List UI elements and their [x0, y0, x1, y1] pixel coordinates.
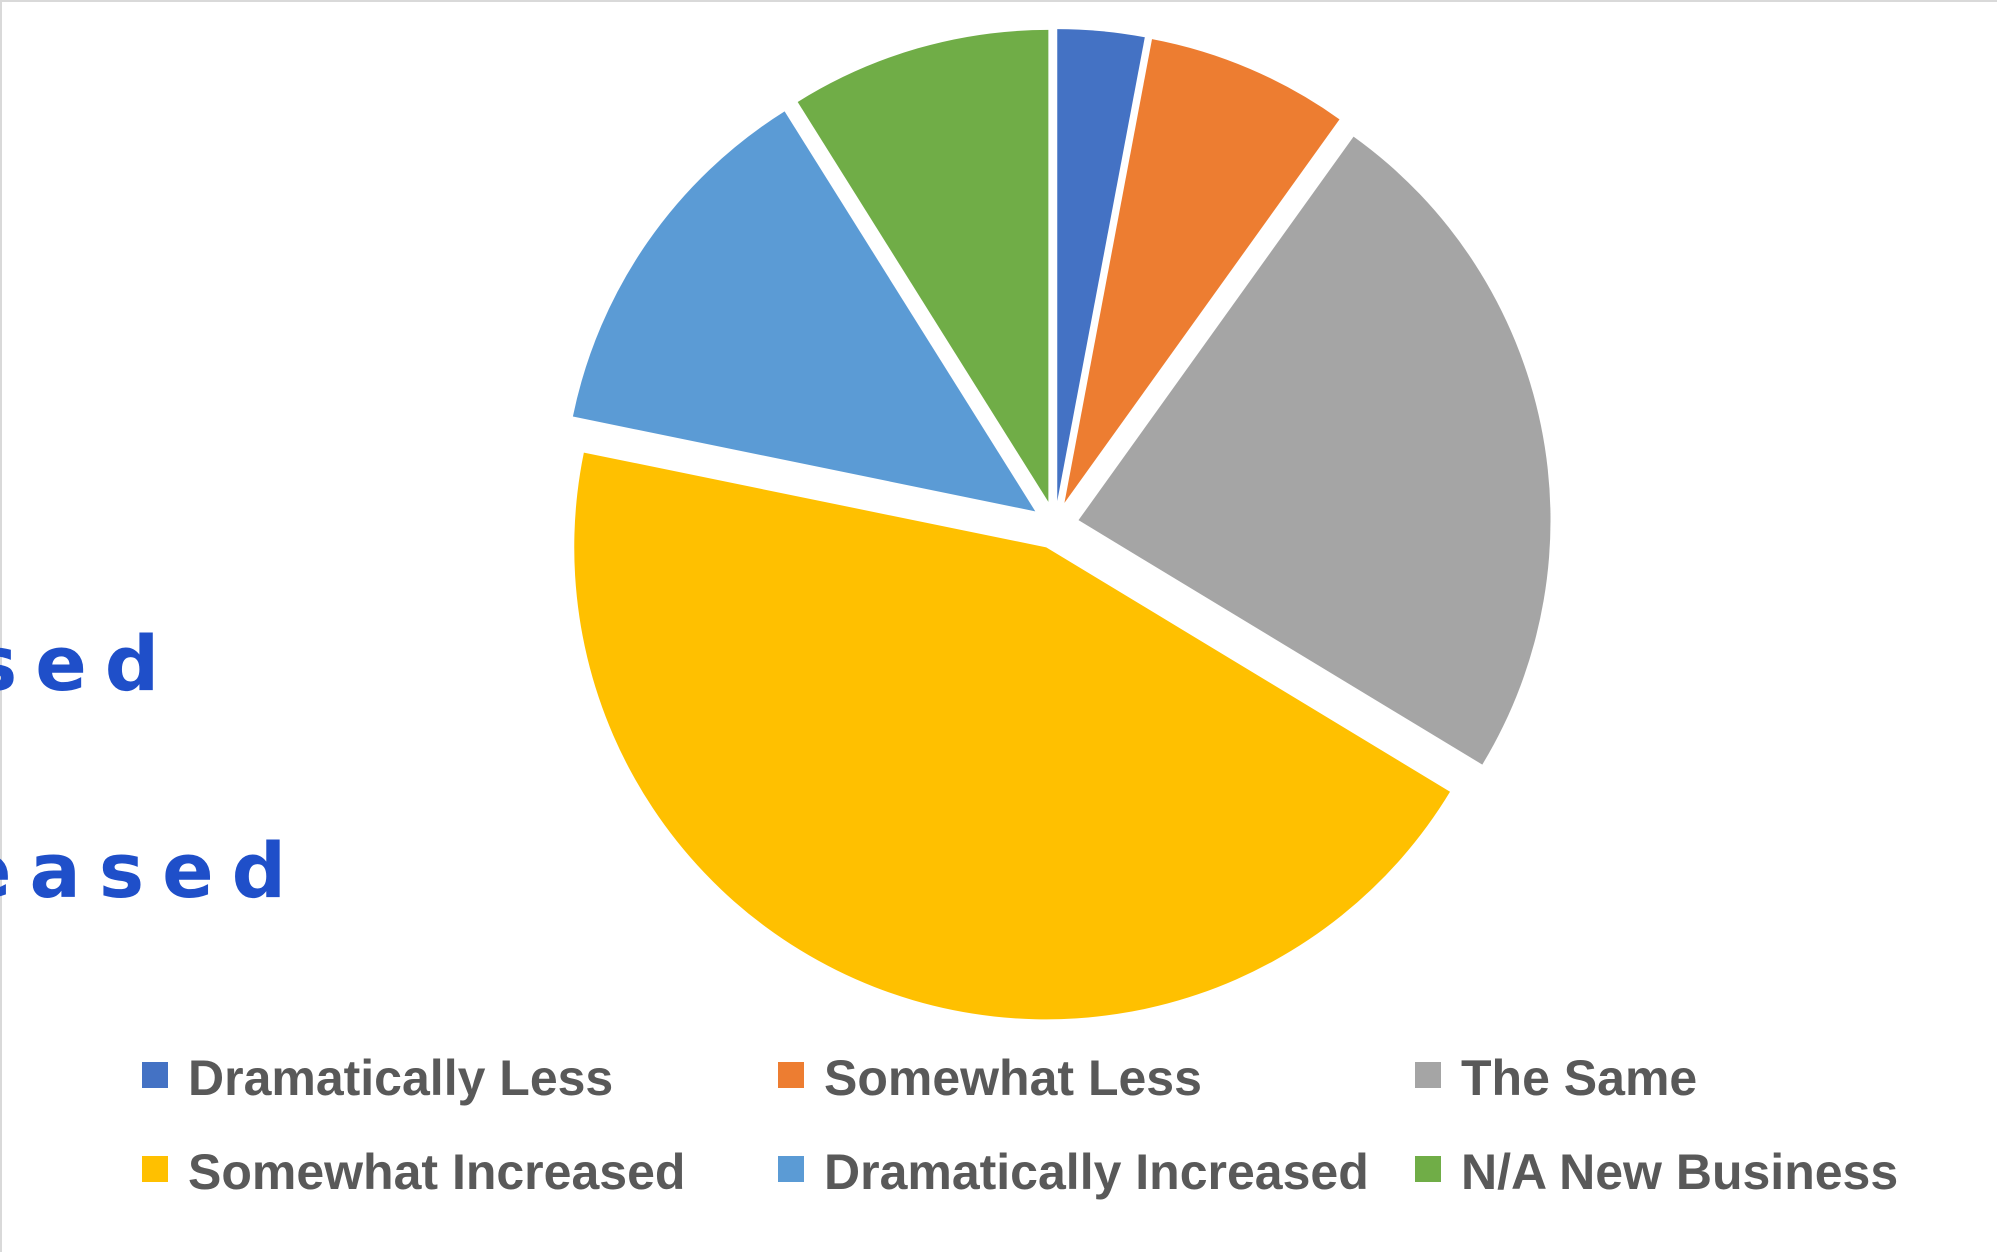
legend-label-somewhat-less: Somewhat Less	[824, 1050, 1202, 1106]
background-text-1: sed	[0, 619, 178, 708]
legend-swatch-dramatically-less	[142, 1062, 168, 1088]
pie-slice-somewhat-less	[1064, 39, 1340, 503]
pie-slice-dramatically-increased	[572, 111, 1036, 512]
legend-label-the-same: The Same	[1461, 1050, 1697, 1106]
pie-slice-dramatically-less	[1057, 29, 1145, 502]
pie-slice-n-a-new-business	[797, 29, 1049, 502]
legend-swatch-the-same	[1415, 1062, 1441, 1088]
legend-swatch-somewhat-increased	[142, 1156, 168, 1182]
legend-swatch-somewhat-less	[778, 1062, 804, 1088]
pie-slice-somewhat-increased	[574, 452, 1451, 1020]
legend-label-n-a-new-business: N/A New Business	[1461, 1144, 1898, 1200]
legend-label-somewhat-increased: Somewhat Increased	[188, 1144, 685, 1200]
pie-slice-the-same	[1078, 136, 1551, 765]
legend-label-dramatically-increased: Dramatically Increased	[824, 1144, 1369, 1200]
legend-swatch-n-a-new-business	[1415, 1156, 1441, 1182]
legend: Dramatically Less Somewhat Less The Same So…	[142, 1050, 1898, 1200]
legend-swatch-dramatically-increased	[778, 1156, 804, 1182]
background-text-2: eased	[0, 826, 305, 915]
pie-slices	[572, 29, 1551, 1020]
legend-label-dramatically-less: Dramatically Less	[188, 1050, 613, 1106]
